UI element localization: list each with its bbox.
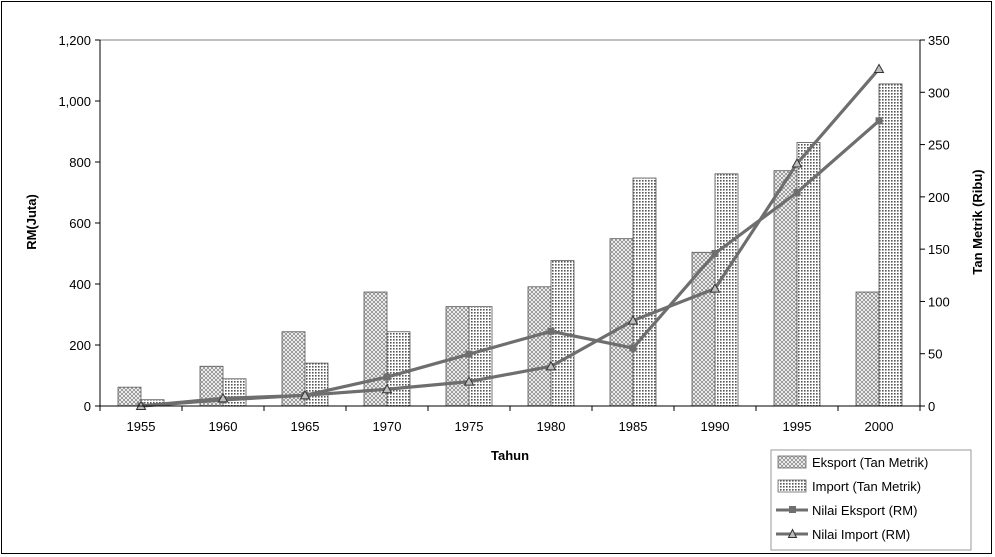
marker-nilai-import-1990 xyxy=(709,283,721,293)
x-tick-label: 1955 xyxy=(127,419,156,434)
y-left-tick-label: 600 xyxy=(69,216,91,231)
legend-swatch-eksport-tan xyxy=(777,455,807,469)
x-tick-label: 1990 xyxy=(701,419,730,434)
y-right-tick-label: 50 xyxy=(928,347,942,362)
line-nilai-import xyxy=(140,67,881,408)
legend-label-eksport-tan: Eksport (Tan Metrik) xyxy=(812,455,928,470)
legend: Eksport (Tan Metrik) Import (Tan Metrik)… xyxy=(770,449,972,551)
y-right-tick-label: 150 xyxy=(928,242,950,257)
y-left-tick-label: 1,000 xyxy=(58,94,91,109)
legend-marker-triangle xyxy=(787,528,798,538)
x-tick-label: 1970 xyxy=(373,419,402,434)
y-right-tick-label: 200 xyxy=(928,190,950,205)
legend-label-import-tan: Import (Tan Metrik) xyxy=(812,479,921,494)
marker-nilai-import-1965 xyxy=(299,389,311,400)
bar-eksport-tan-1980 xyxy=(527,286,552,407)
y-left-tick-label: 200 xyxy=(69,338,91,353)
marker-nilai-import-2000 xyxy=(873,63,885,73)
x-tick-label: 2000 xyxy=(865,419,894,434)
x-tick-label: 1985 xyxy=(619,419,648,434)
bar-import-tan-2000 xyxy=(878,83,903,407)
x-tick-label: 1975 xyxy=(455,419,484,434)
bar-eksport-tan-2000 xyxy=(855,291,880,407)
marker-nilai-import-1970 xyxy=(381,383,393,394)
y-left-tick-label: 1,200 xyxy=(58,33,91,48)
marker-nilai-import-1975 xyxy=(463,376,475,386)
legend-label-nilai-eksport: Nilai Eksport (RM) xyxy=(812,503,917,518)
x-tick-labels: 1955 1960 1965 1970 1975 1980 1985 1990 1995 2000 xyxy=(127,419,894,434)
legend-marker-square xyxy=(789,506,796,513)
y-left-tick-label: 800 xyxy=(69,155,91,170)
axes-group xyxy=(95,39,925,411)
x-tick-label: 1965 xyxy=(291,419,320,434)
y-right-axis-title: Tan Metrik (Ribu) xyxy=(970,169,985,274)
y-right-tick-label: 100 xyxy=(928,294,950,309)
y-left-tick-label: 400 xyxy=(69,277,91,292)
marker-nilai-eksport-1995 xyxy=(793,189,801,196)
y-left-axis-title: RM(Juta) xyxy=(24,194,39,250)
y-right-tick-label: 250 xyxy=(928,138,950,153)
x-axis-title: Tahun xyxy=(491,448,529,463)
y-right-tick-label: 0 xyxy=(928,399,935,414)
marker-nilai-eksport-1980 xyxy=(547,327,555,335)
bar-import-tan-1970 xyxy=(386,331,411,407)
marker-nilai-import-1980 xyxy=(545,360,557,371)
marker-nilai-import-1960 xyxy=(217,392,229,403)
marker-nilai-import-1995 xyxy=(791,158,803,168)
x-tick-label: 1960 xyxy=(209,419,238,434)
marker-nilai-eksport-1975 xyxy=(465,350,473,358)
y-right-tick-label: 350 xyxy=(928,33,950,48)
x-tick-label: 1980 xyxy=(537,419,566,434)
marker-nilai-eksport-1985 xyxy=(629,344,637,352)
marker-nilai-eksport-2000 xyxy=(875,117,883,125)
legend-swatch-import-tan xyxy=(777,479,807,493)
legend-label-nilai-import: Nilai Import (RM) xyxy=(812,527,910,542)
y-left-tick-label: 0 xyxy=(84,399,91,414)
bar-import-tan-1985 xyxy=(632,177,657,407)
marker-nilai-eksport-1970 xyxy=(383,373,391,381)
x-tick-label: 1995 xyxy=(783,419,812,434)
y-right-tick-label: 300 xyxy=(928,85,950,100)
y-right-tick-labels: 0 50 100 150 200 250 300 350 xyxy=(928,33,950,414)
bar-import-tan-1965 xyxy=(304,362,329,407)
marker-nilai-eksport-1990 xyxy=(711,250,719,257)
line-series-group xyxy=(135,63,885,410)
marker-nilai-import-1985 xyxy=(627,315,639,325)
y-left-tick-labels: 0 200 400 600 800 1,000 1,200 xyxy=(58,33,91,414)
